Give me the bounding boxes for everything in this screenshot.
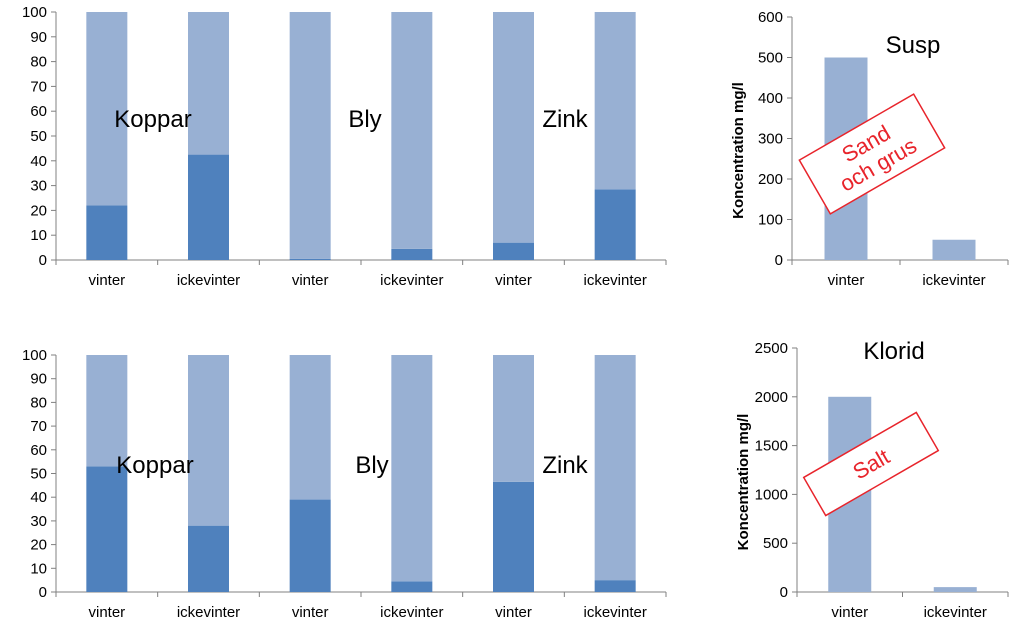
bar-segment-vinter-series2 <box>289 355 331 500</box>
x-tick-label: vinter <box>88 604 125 621</box>
group-label: Bly <box>348 106 381 133</box>
y-tick-label: 30 <box>30 513 47 530</box>
y-tick-label: 100 <box>758 212 783 229</box>
y-tick-label: 0 <box>39 252 47 269</box>
y-tick-label: 1500 <box>755 438 788 455</box>
x-tick-label: ickevinter <box>177 272 240 289</box>
bar-segment-ickevinter-series2 <box>391 12 433 249</box>
y-tick-label: 70 <box>30 418 47 435</box>
bar-segment-ickevinter-series1 <box>594 580 636 592</box>
y-tick-label: 10 <box>30 560 47 577</box>
y-tick-label: 100 <box>22 347 47 364</box>
bar-segment-ickevinter-series1 <box>391 248 433 260</box>
y-tick-label: 10 <box>30 227 47 244</box>
y-tick-label: 40 <box>30 153 47 170</box>
chart-title: Susp <box>886 32 941 59</box>
y-tick-label: 2000 <box>755 389 788 406</box>
y-tick-label: 40 <box>30 489 47 506</box>
y-tick-label: 50 <box>30 466 47 483</box>
bar-segment-ickevinter-series1 <box>188 154 229 260</box>
y-tick-label: 30 <box>30 178 47 195</box>
y-tick-label: 60 <box>30 442 47 459</box>
bar-segment-ickevinter-series1 <box>391 581 433 592</box>
x-tick-label: ickevinter <box>380 272 443 289</box>
bar-segment-vinter-series1 <box>86 205 128 260</box>
bar-segment-ickevinter-series1 <box>188 525 229 592</box>
bar-segment-vinter-series1 <box>493 481 534 592</box>
bar-segment-vinter-series1 <box>493 242 534 260</box>
group-label: Koppar <box>116 452 193 479</box>
bar-segment-vinter-series2 <box>289 12 331 259</box>
y-tick-label: 200 <box>758 171 783 188</box>
bar-segment-ickevinter-series1 <box>594 189 636 260</box>
x-tick-label: vinter <box>495 604 532 621</box>
bar-segment-vinter-series1 <box>289 258 331 260</box>
y-tick-label: 400 <box>758 90 783 107</box>
y-tick-label: 0 <box>775 252 783 269</box>
stamp-annotation: Salt <box>802 411 940 517</box>
x-tick-label: vinter <box>292 604 329 621</box>
x-tick-label: ickevinter <box>380 604 443 621</box>
y-tick-label: 100 <box>22 4 47 21</box>
bar-segment-ickevinter-series2 <box>188 12 229 155</box>
x-tick-label: vinter <box>831 604 868 621</box>
x-tick-label: ickevinter <box>177 604 240 621</box>
group-label: Zink <box>542 452 588 479</box>
y-axis-label: Koncentration mg/l <box>735 414 752 551</box>
y-tick-label: 2500 <box>755 340 788 357</box>
chart-title: Klorid <box>863 338 924 365</box>
group-label: Bly <box>355 452 388 479</box>
bar-segment-vinter-series2 <box>493 12 534 243</box>
group-label: Zink <box>542 106 588 133</box>
x-tick-label: ickevinter <box>583 604 646 621</box>
y-tick-label: 1000 <box>755 486 788 503</box>
y-tick-label: 0 <box>780 584 788 601</box>
bar-ickevinter <box>932 239 976 260</box>
y-tick-label: 20 <box>30 537 47 554</box>
bar-segment-ickevinter-series2 <box>391 355 433 582</box>
group-label: Koppar <box>114 106 191 133</box>
y-tick-label: 90 <box>30 29 47 46</box>
bar-segment-vinter-series1 <box>86 466 128 592</box>
bar-segment-ickevinter-series2 <box>594 355 636 581</box>
y-axis-label: Koncentration mg/l <box>730 82 747 219</box>
bar-segment-ickevinter-series2 <box>188 355 229 526</box>
y-tick-label: 90 <box>30 371 47 388</box>
chart-4: 0 500 1000 1500 2000 2500 vinter ickevinter Klor… <box>735 338 1009 621</box>
bar-segment-vinter-series2 <box>86 355 128 467</box>
x-tick-label: vinter <box>292 272 329 289</box>
x-tick-label: vinter <box>828 272 865 289</box>
y-tick-label: 80 <box>30 54 47 71</box>
y-tick-label: 500 <box>763 535 788 552</box>
y-tick-label: 500 <box>758 50 783 67</box>
y-tick-label: 80 <box>30 394 47 411</box>
y-tick-label: 50 <box>30 128 47 145</box>
bar-segment-ickevinter-series2 <box>594 12 636 190</box>
x-tick-label: ickevinter <box>924 604 987 621</box>
chart-3: 0 10 20 30 40 50 60 70 80 90 100 vinter ickevinter vi… <box>22 347 667 621</box>
x-tick-label: ickevinter <box>583 272 646 289</box>
x-tick-label: vinter <box>495 272 532 289</box>
x-tick-label: vinter <box>88 272 125 289</box>
y-tick-label: 600 <box>758 9 783 26</box>
y-tick-label: 20 <box>30 202 47 219</box>
x-tick-label: ickevinter <box>922 272 985 289</box>
chart-1: 0 10 20 30 40 50 60 70 80 90 100 vinter ickevinter vi… <box>22 4 667 289</box>
y-tick-label: 70 <box>30 78 47 95</box>
bar-segment-vinter-series2 <box>86 12 128 206</box>
bar-ickevinter <box>933 587 977 592</box>
bar-segment-vinter-series2 <box>493 355 534 482</box>
bar-segment-vinter-series1 <box>289 499 331 592</box>
stamp-box <box>798 93 946 215</box>
stamp-box <box>802 411 940 517</box>
y-tick-label: 60 <box>30 103 47 120</box>
y-tick-label: 300 <box>758 131 783 148</box>
chart-2: 0 100 200 300 400 500 600 vinter ickevinter Susp K… <box>730 9 1009 289</box>
y-tick-label: 0 <box>39 584 47 601</box>
